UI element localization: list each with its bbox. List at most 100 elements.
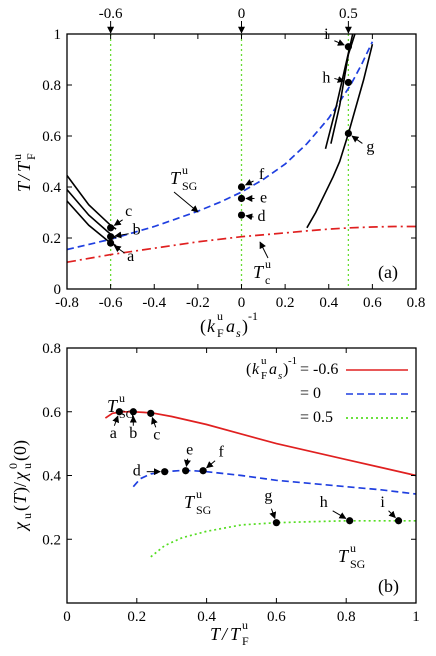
svg-text:(: ( xyxy=(10,505,31,511)
svg-text:)/: )/ xyxy=(10,482,31,493)
x-ticks-a: -0.8 -0.6 -0.4 -0.2 0 0.2 0.4 0.6 0.8 xyxy=(55,34,425,311)
x-axis-label-b: T / T F u xyxy=(210,618,249,648)
point-arrow-i xyxy=(334,39,345,46)
y-tick-label: 1 xyxy=(54,27,62,43)
point-i xyxy=(344,43,352,51)
svg-text:SG: SG xyxy=(196,503,212,517)
svg-text:SG: SG xyxy=(350,557,366,571)
svg-text:T: T xyxy=(14,180,34,192)
point-h xyxy=(346,517,354,525)
svg-text:(0): (0) xyxy=(10,440,31,461)
legend-entry-2: = 0 xyxy=(300,385,408,402)
svg-text:k: k xyxy=(252,361,260,378)
svg-text:u: u xyxy=(20,463,34,469)
y-tick-label: 0.4 xyxy=(42,469,61,485)
point-arrow-h xyxy=(332,510,347,519)
svg-text:u: u xyxy=(350,541,356,555)
y-tick-label: 0.2 xyxy=(42,532,61,548)
top-marker-label-2: 0 xyxy=(238,6,246,22)
svg-text:u: u xyxy=(242,618,248,632)
point-g xyxy=(344,129,352,138)
svg-text:u: u xyxy=(261,355,267,367)
y-axis-label-a: T / T F u xyxy=(10,153,38,192)
point-arrow-g xyxy=(269,508,277,520)
top-marker-label-1: -0.6 xyxy=(99,6,123,22)
svg-text:/: / xyxy=(221,624,229,644)
point-i xyxy=(394,517,403,525)
top-marker-label-3: 0.5 xyxy=(339,6,358,22)
x-tick-label: -0.4 xyxy=(142,295,166,311)
svg-text:0: 0 xyxy=(6,463,20,469)
curve-label-tsg: T SG u xyxy=(170,163,199,213)
point-c xyxy=(147,409,155,417)
x-tick-label: 0 xyxy=(63,609,71,625)
svg-text:T: T xyxy=(184,492,196,512)
svg-text:= 0.5: = 0.5 xyxy=(300,409,333,426)
x-tick-label: 0.2 xyxy=(127,609,146,625)
y-axis-label-b: χ u ( T )/ χ u 0 (0) xyxy=(6,440,34,532)
point-f xyxy=(199,467,207,475)
point-label-e: e xyxy=(186,442,193,459)
point-arrow-f xyxy=(244,179,254,186)
point-label-b: b xyxy=(129,425,137,442)
x-tick-label: 0 xyxy=(238,295,246,311)
y-tick-label: 0.4 xyxy=(42,180,61,196)
series-line-3 xyxy=(66,175,117,230)
svg-text:χ: χ xyxy=(10,521,30,532)
point-label-b: b xyxy=(133,222,141,239)
svg-text:T: T xyxy=(107,396,119,416)
svg-text:a: a xyxy=(269,361,277,378)
svg-text:T: T xyxy=(10,492,30,504)
panel-label-a: (a) xyxy=(378,262,398,283)
point-c xyxy=(107,224,115,232)
y-tick-label: 0.6 xyxy=(42,129,61,145)
point-label-i: i xyxy=(380,494,385,511)
tc-label-a: T xyxy=(253,262,265,282)
point-arrow-e xyxy=(183,458,191,467)
svg-text:= -0.6: = -0.6 xyxy=(300,361,338,378)
point-arrow-i xyxy=(388,510,396,519)
legend-b: ( k F u a s ) -1 = -0.6 = 0 = 0.5 xyxy=(246,355,408,426)
tsg-label-b1: T SG u xyxy=(107,391,135,421)
point-arrow-c xyxy=(113,218,123,226)
svg-text:-1: -1 xyxy=(248,309,258,323)
point-arrow-g xyxy=(351,135,363,144)
point-e xyxy=(182,467,190,475)
svg-text:T: T xyxy=(210,624,222,644)
point-arrow-b xyxy=(114,231,129,239)
series-line-2 xyxy=(132,469,417,495)
svg-text:/: / xyxy=(14,173,34,181)
point-e xyxy=(237,194,246,203)
point-d xyxy=(161,468,169,476)
point-arrow-a xyxy=(113,245,125,254)
x-tick-label: -0.8 xyxy=(55,295,79,311)
panel-label-b: (b) xyxy=(378,576,399,597)
svg-text:u: u xyxy=(217,309,223,323)
point-g xyxy=(272,519,280,527)
series-line-8 xyxy=(330,33,356,144)
series-line-3 xyxy=(150,519,416,558)
point-f xyxy=(237,183,246,191)
series-group-a xyxy=(66,33,416,264)
chart-panel-a: -0.8 -0.6 -0.4 -0.2 0 0.2 0.4 0.6 0.8 0 0.2 0.4 0.6… xyxy=(10,6,425,340)
x-tick-label: 0.2 xyxy=(276,295,295,311)
svg-text:= 0: = 0 xyxy=(300,385,321,402)
guide-lines-a xyxy=(109,34,350,289)
x-tick-label: -0.6 xyxy=(99,295,123,311)
svg-text:T: T xyxy=(14,160,34,172)
point-label-c: c xyxy=(125,203,132,220)
x-tick-label: -0.2 xyxy=(186,295,210,311)
point-label-c: c xyxy=(153,426,160,443)
svg-text:u: u xyxy=(10,154,24,160)
point-label-d: d xyxy=(133,463,141,480)
svg-text:F: F xyxy=(242,634,249,648)
x-axis-label-a: ( k F u a s ) -1 xyxy=(200,309,258,340)
point-arrow-c xyxy=(151,416,158,428)
point-label-a: a xyxy=(127,248,134,265)
tsg-sub-a: SG xyxy=(182,179,198,193)
point-arrow-a xyxy=(112,415,120,426)
tc-sub-a: c xyxy=(265,273,270,287)
svg-text:SG: SG xyxy=(119,407,135,421)
point-arrow-d xyxy=(245,213,254,221)
